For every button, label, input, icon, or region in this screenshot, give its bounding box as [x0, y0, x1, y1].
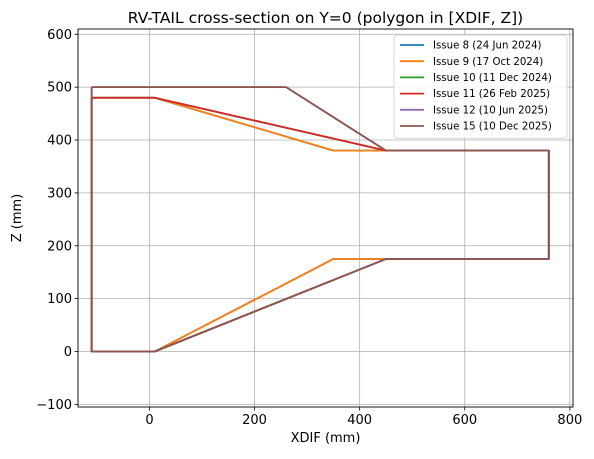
legend-label: Issue 9 (17 Oct 2024)	[433, 57, 543, 68]
legend-label: Issue 15 (10 Dec 2025)	[433, 122, 552, 133]
x-tick-label: 600	[452, 413, 477, 428]
series-line	[90, 86, 550, 353]
legend-box	[393, 34, 568, 139]
x-axis-label: XDIF (mm)	[291, 431, 361, 446]
legend-label: Issue 12 (10 Jun 2025)	[433, 105, 548, 116]
y-tick-label: 600	[47, 28, 72, 43]
y-tick-label: −100	[36, 398, 72, 413]
y-tick-label: 400	[47, 134, 72, 149]
legend-label: Issue 8 (24 Jun 2024)	[433, 41, 542, 52]
x-tick-label: 400	[347, 413, 372, 428]
y-axis-label: Z (mm)	[10, 194, 25, 243]
x-tick-label: 200	[242, 413, 267, 428]
chart-title: RV-TAIL cross-section on Y=0 (polygon in…	[128, 9, 523, 27]
axis-ticks: 0 200 400 600 800 −100 0 100 200 300 400 500 600	[36, 28, 582, 428]
y-tick-label: 100	[47, 292, 72, 307]
axes-frame	[77, 28, 574, 408]
x-tick-label: 800	[557, 413, 582, 428]
y-tick-label: 300	[47, 186, 72, 201]
x-tick-label: 0	[145, 413, 153, 428]
plot-lines	[90, 86, 550, 353]
legend-label: Issue 11 (26 Feb 2025)	[433, 89, 550, 100]
y-tick-label: 200	[47, 239, 72, 254]
legend-label: Issue 10 (11 Dec 2024)	[433, 73, 552, 84]
y-tick-label: 500	[47, 81, 72, 96]
y-tick-label: 0	[64, 345, 72, 360]
legend: Issue 8 (24 Jun 2024) Issue 9 (17 Oct 202…	[393, 34, 568, 139]
